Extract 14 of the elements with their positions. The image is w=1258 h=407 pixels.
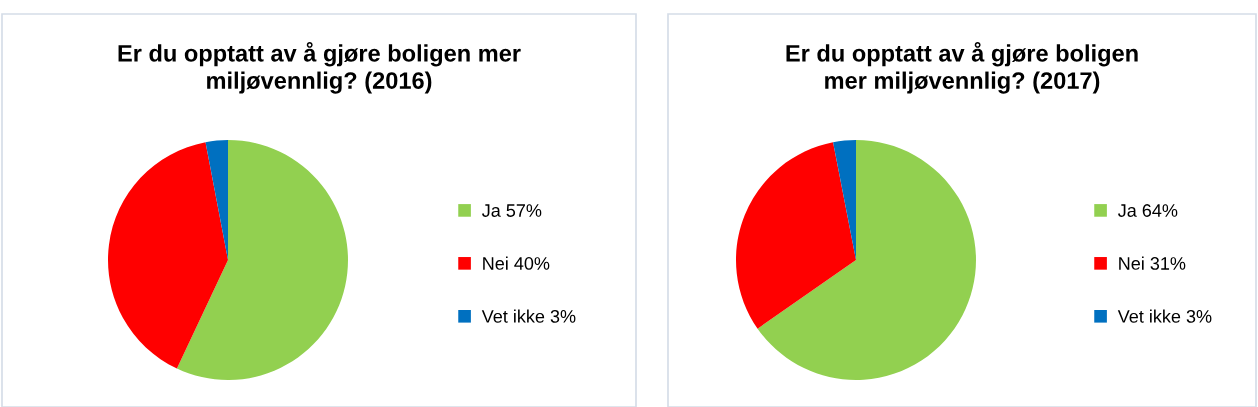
pie-slice <box>736 142 856 329</box>
legend-label: Nei 40% <box>483 256 550 270</box>
pie-slice <box>176 140 348 380</box>
pie-slice <box>833 140 856 260</box>
legend-label: Nei 31% <box>1119 256 1186 270</box>
legend-label: Vet ikke 3% <box>1117 309 1212 323</box>
legend-label: Ja 57% <box>482 204 542 217</box>
pie-slice <box>108 142 228 369</box>
chart-title: Er du opptatt av å gjøre boligen mer miljøvennlig? (2016) <box>118 42 521 94</box>
pie-slice <box>205 140 228 260</box>
chart-title: Er du opptatt av å gjøre boligen mer miljøvennlig? (2017) <box>786 42 1138 94</box>
legend-label: Ja 64% <box>1118 204 1178 217</box>
legend-label: Vet ikke 3% <box>481 309 576 323</box>
pie-slice <box>757 140 976 380</box>
